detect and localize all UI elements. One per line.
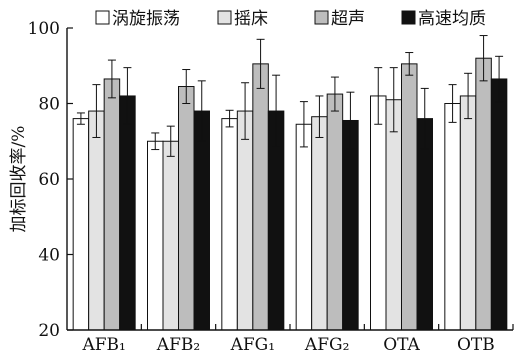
bar [221, 118, 238, 331]
chart-legend: 涡旋振荡 摇床 超声 高速均质 [95, 9, 486, 29]
bar [342, 119, 359, 331]
bar [103, 78, 121, 331]
y-tick-label: 100 [28, 19, 60, 39]
bar [178, 86, 195, 331]
bar [252, 63, 269, 331]
bar [162, 140, 179, 331]
y-tick-label: 40 [38, 246, 60, 266]
bar [72, 118, 90, 331]
legend-label: 超声 [331, 9, 365, 29]
x-tick-label: AFG₂ [304, 335, 349, 354]
legend-item: 摇床 [217, 9, 268, 29]
y-tick-label: 60 [38, 170, 60, 190]
legend-swatch [401, 10, 416, 25]
legend-swatch [217, 10, 232, 25]
axes: 20 40 60 80 100 AFB₁ AFB₂ AFG₁ AFG₂ OTA OTB [28, 19, 514, 354]
bar [490, 78, 508, 331]
legend-item: 涡旋振荡 [95, 9, 180, 29]
legend-label: 高速均质 [418, 9, 486, 29]
y-tick-label: 20 [38, 321, 60, 341]
bar [326, 93, 344, 331]
bar [236, 110, 254, 331]
y-tick-label: 80 [38, 95, 60, 115]
bar [88, 110, 105, 331]
y-axis-title: 加标回收率/% [9, 126, 29, 233]
legend-item: 高速均质 [401, 9, 486, 29]
legend-label: 摇床 [234, 9, 268, 29]
bar [370, 95, 387, 331]
legend-swatch [314, 10, 329, 25]
y-axis-label: 加标回收率/% [9, 126, 29, 233]
legend-label: 涡旋振荡 [112, 9, 180, 29]
x-tick-label: AFB₂ [156, 335, 200, 354]
bar [147, 140, 164, 331]
bar [385, 99, 402, 331]
bar [193, 110, 210, 331]
bar [401, 63, 418, 331]
bar [119, 95, 136, 331]
x-tick-label: OTA [383, 335, 420, 354]
bar [475, 57, 492, 331]
x-tick-label: AFG₁ [230, 335, 275, 354]
legend-swatch [95, 10, 110, 25]
bar [459, 95, 477, 331]
bar-groups [72, 57, 508, 331]
x-tick-label: OTB [457, 335, 495, 354]
bar [311, 116, 328, 331]
bar [416, 118, 433, 331]
plot-area: 20 40 60 80 100 AFB₁ AFB₂ AFG₁ AFG₂ OTA OTB [28, 19, 514, 354]
bar [295, 123, 313, 331]
x-tick-label: AFB₁ [81, 335, 125, 354]
legend-item: 超声 [314, 9, 365, 29]
bar [444, 103, 461, 331]
error-bars [76, 35, 504, 157]
